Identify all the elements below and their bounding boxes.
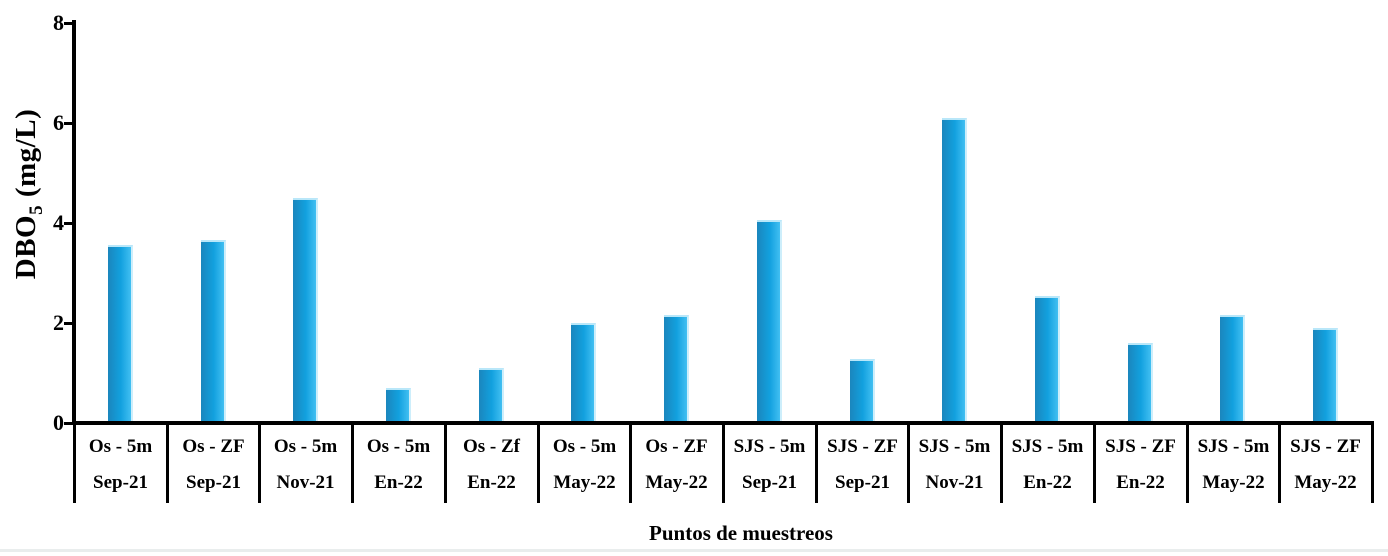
category-station-label: SJS - 5m [1197,436,1270,457]
y-tick-mark [64,21,73,25]
category-separator-line [258,421,261,503]
category-date-label: May-22 [1202,472,1265,493]
bar [201,240,226,421]
category-station-label: SJS - ZF [1290,436,1361,457]
category-station-label: Os - ZF [182,436,245,457]
category-separator-line [722,421,725,503]
category-separator-line [351,421,354,503]
bar [1128,343,1153,421]
category-separator-line [629,421,632,503]
bar [479,368,504,421]
category-station-label: SJS - 5m [918,436,991,457]
category-separator-line [73,421,76,503]
y-tick-label: 4 [53,210,64,235]
bar [664,315,689,421]
category-separator-line [444,421,447,503]
y-axis-line [72,20,76,425]
y-tick-label: 6 [53,110,64,135]
y-tick-mark [64,321,73,325]
category-date-label: En-22 [1116,472,1165,493]
bar [386,388,411,421]
category-date-label: May-22 [553,472,616,493]
x-axis-title: Puntos de muestreos [649,521,833,545]
category-date-label: En-22 [374,472,423,493]
category-cell: Os - 5m Nov-21 [259,425,352,503]
category-station-label: Os - ZF [645,436,708,457]
category-date-label: En-22 [467,472,516,493]
category-cell: SJS - 5m May-22 [1187,425,1280,503]
category-station-label: SJS - ZF [827,436,898,457]
category-separator-line [1000,421,1003,503]
category-date-label: En-22 [1023,472,1072,493]
category-date-label: Nov-21 [276,472,335,493]
bar [293,198,318,421]
y-tick-label: 8 [53,10,64,35]
category-separator-line [907,421,910,503]
y-tick-mark [64,421,73,425]
category-separator-line [1371,421,1374,503]
category-cell: SJS - ZF Sep-21 [816,425,909,503]
category-station-label: Os - 5m [552,436,617,457]
category-date-label: Sep-21 [93,472,148,493]
category-station-label: SJS - 5m [1011,436,1084,457]
bar [108,245,133,421]
category-separator-line [166,421,169,503]
category-separator-line [1186,421,1189,503]
category-station-label: SJS - 5m [733,436,806,457]
y-tick-label: 0 [53,410,64,435]
category-station-label: Os - 5m [88,436,153,457]
bar [850,359,875,421]
bar [757,220,782,421]
category-separator-line [1278,421,1281,503]
category-separator-line [537,421,540,503]
y-tick-label: 2 [53,310,64,335]
y-axis-title: DBO5 (mg/L) [10,44,54,344]
bar [1035,296,1060,421]
bar [1220,315,1245,421]
bottom-divider-line [0,549,1388,552]
category-cell: Os - 5m En-22 [352,425,445,503]
category-station-label: Os - 5m [366,436,431,457]
bar [942,118,967,421]
category-cell: Os - ZF Sep-21 [167,425,260,503]
category-date-label: May-22 [1294,472,1357,493]
bar [571,323,596,421]
category-cell: SJS - ZF May-22 [1279,425,1372,503]
category-date-label: May-22 [645,472,708,493]
category-cell: Os - 5m Sep-21 [74,425,167,503]
category-cell: SJS - 5m Sep-21 [723,425,816,503]
bar [1313,328,1338,421]
category-station-label: Os - Zf [463,436,520,457]
category-cell: SJS - ZF En-22 [1094,425,1187,503]
category-separator-line [1093,421,1096,503]
category-cell: Os - Zf En-22 [445,425,538,503]
category-cell: Os - 5m May-22 [538,425,631,503]
category-cell: SJS - 5m En-22 [1001,425,1094,503]
category-date-label: Nov-21 [925,472,984,493]
category-station-label: Os - 5m [273,436,338,457]
category-cell: SJS - 5m Nov-21 [908,425,1001,503]
category-date-label: Sep-21 [742,472,797,493]
y-tick-mark [64,121,73,125]
category-station-label: SJS - ZF [1105,436,1176,457]
category-date-label: Sep-21 [835,472,890,493]
category-separator-line [815,421,818,503]
y-tick-mark [64,221,73,225]
category-date-label: Sep-21 [186,472,241,493]
category-cell: Os - ZF May-22 [630,425,723,503]
